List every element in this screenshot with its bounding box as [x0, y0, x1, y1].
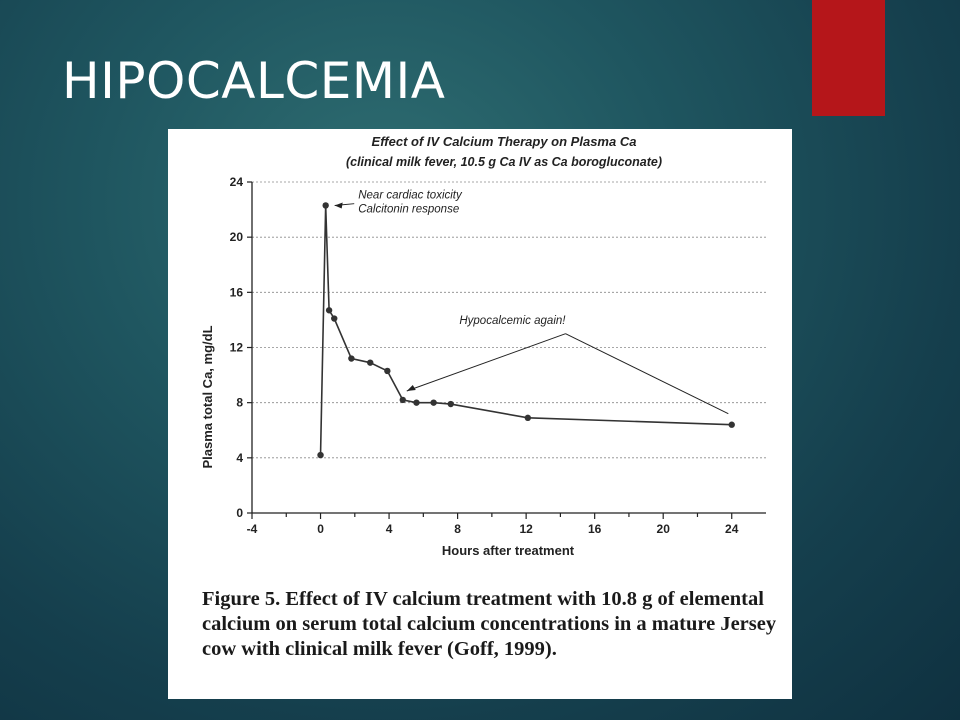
axes-layer: 0 4 8 12 16 20 24 -4 0 4 8 12 16 20 24 — [230, 175, 766, 536]
data-point — [367, 359, 374, 366]
data-point — [348, 355, 355, 362]
data-point — [524, 414, 532, 422]
y-tick-label: 4 — [236, 451, 243, 465]
chart: Effect of IV Calcium Therapy on Plasma C… — [200, 134, 766, 558]
chart-subtitle: (clinical milk fever, 10.5 g Ca IV as Ca… — [346, 155, 662, 169]
annotation-arrow — [565, 333, 729, 415]
arrow-head — [334, 202, 343, 209]
data-point — [399, 396, 406, 404]
annotation-arrow — [406, 333, 566, 392]
annotation-text: Hypocalcemic again! — [459, 315, 566, 327]
chart-title: Effect of IV Calcium Therapy on Plasma C… — [372, 134, 637, 149]
data-point — [322, 202, 329, 209]
annotation-text: Near cardiac toxicity — [358, 190, 463, 202]
x-tick-label: 16 — [588, 522, 602, 536]
arrow-head — [406, 385, 416, 392]
x-tick-label: 12 — [519, 522, 533, 536]
figure-panel: Effect of IV Calcium Therapy on Plasma C… — [168, 129, 792, 699]
series-layer — [317, 202, 735, 459]
data-point — [728, 421, 735, 428]
y-tick-label: 8 — [236, 396, 243, 410]
x-tick-label: 0 — [317, 522, 324, 536]
annotation-layer: Near cardiac toxicity Calcitonin response… — [334, 190, 729, 415]
slide-title: HIPOCALCEMIA — [62, 52, 446, 110]
data-point — [331, 315, 338, 322]
x-tick-label: 20 — [657, 522, 671, 536]
accent-bar — [812, 0, 885, 116]
data-point — [430, 399, 437, 406]
y-tick-label: 0 — [236, 506, 243, 520]
figure-caption: Figure 5. Effect of IV calcium treatment… — [202, 588, 777, 660]
data-point — [447, 400, 454, 408]
x-tick-label: 4 — [386, 522, 393, 536]
data-point — [384, 367, 391, 375]
annotation-text: Calcitonin response — [358, 204, 459, 216]
x-tick-label: 8 — [454, 522, 461, 536]
grid-layer — [252, 181, 766, 459]
x-tick-label: 24 — [725, 522, 739, 536]
x-tick-label: -4 — [247, 522, 258, 536]
y-tick-label: 20 — [230, 230, 244, 244]
y-tick-label: 24 — [230, 175, 244, 189]
y-tick-label: 12 — [230, 341, 244, 355]
x-axis-label: Hours after treatment — [442, 543, 575, 558]
data-point — [325, 307, 333, 314]
data-point — [413, 399, 420, 406]
data-point — [317, 451, 324, 459]
y-tick-label: 16 — [230, 285, 244, 299]
y-axis-label: Plasma total Ca, mg/dL — [200, 325, 215, 468]
